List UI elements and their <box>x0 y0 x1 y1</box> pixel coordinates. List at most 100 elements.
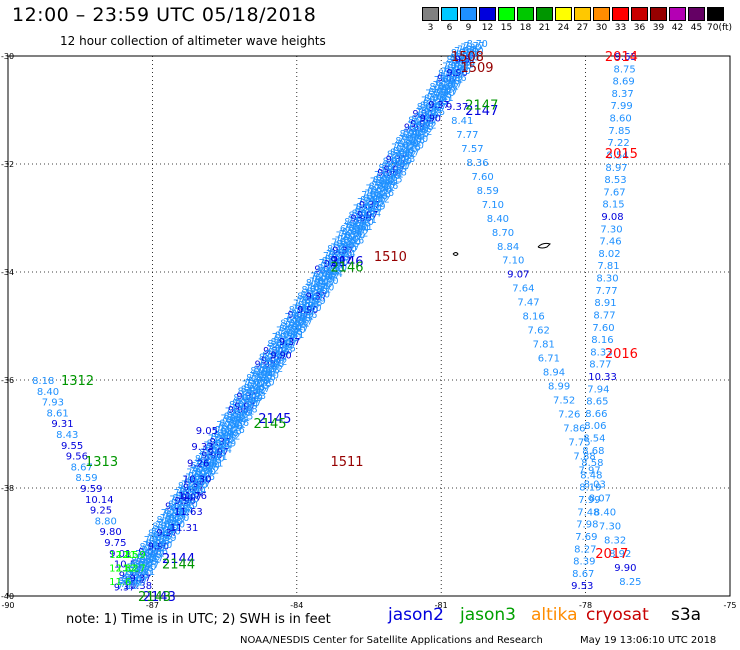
swh-value-label: 7.62 <box>155 520 176 531</box>
swh-value-label: 8.25 <box>424 107 445 118</box>
swh-value-label: 10.14 <box>85 495 114 506</box>
swh-value-label: 8.94 <box>211 445 232 456</box>
swh-value-label: 7.77 <box>394 141 415 152</box>
colorbar-label: 12 <box>481 23 494 33</box>
pass-id-label: 2144 <box>162 552 195 567</box>
swh-value-label: 7.62 <box>225 420 246 431</box>
swh-value-label: 8.32 <box>246 373 267 384</box>
swh-value-label: 7.64 <box>292 303 313 314</box>
swh-value-label: 7.52 <box>203 440 224 451</box>
swh-value-label: 8.70 <box>397 139 418 150</box>
swh-value-label: 8.32 <box>438 81 459 92</box>
swh-value-label: 7.69 <box>575 532 597 543</box>
swh-value-label: 8.07 <box>383 156 404 167</box>
swh-value-label: 8.59 <box>477 186 499 197</box>
swh-value-label: 8.70 <box>126 567 147 578</box>
swh-value-label: 8.70 <box>371 185 392 196</box>
swh-value-label: 12.3 <box>109 564 131 575</box>
swh-value-label: 11.76 <box>178 491 207 502</box>
swh-value-label: 9.33 <box>191 442 213 453</box>
swh-value-label: 7.60 <box>434 75 455 86</box>
swh-value-label: 8.07 <box>207 439 228 450</box>
swh-value-label: 8.36 <box>466 158 488 169</box>
y-tick-label: -36 <box>1 376 14 385</box>
swh-value-label: 7.97 <box>294 307 315 318</box>
swh-value-label: 7.52 <box>273 340 294 351</box>
swh-value-label: 7.64 <box>169 495 190 506</box>
swh-value-label: 7.57 <box>196 462 217 473</box>
swh-value-label: 8.41 <box>459 48 480 59</box>
swh-value-label: 7.10 <box>161 508 182 519</box>
colorbar-swatch <box>498 7 515 21</box>
swh-value-label: 8.40 <box>462 46 483 57</box>
swh-value-label: 7.77 <box>218 423 239 434</box>
swh-value-label: 7.60 <box>354 212 375 223</box>
swh-value-label: 7.10 <box>134 554 155 565</box>
swh-value-label: 7.97 <box>241 398 262 409</box>
swh-value-label: 8.03 <box>421 109 442 120</box>
swh-value-label: 7.77 <box>122 569 143 580</box>
swh-value-label: 7.47 <box>323 251 344 262</box>
swh-value-label: 8.94 <box>264 354 285 365</box>
swh-value-label: 8.25 <box>408 116 429 127</box>
swh-value-label: 7.88 <box>167 505 188 516</box>
swh-value-label: 7.75 <box>232 411 253 422</box>
swh-value-label: 12.5 <box>116 550 138 561</box>
swh-value-label: 7.10 <box>186 481 207 492</box>
swh-value-label: 8.40 <box>37 387 59 398</box>
swh-value-label: 7.30 <box>599 521 621 532</box>
colorbar-swatch <box>555 7 572 21</box>
swh-value-label: 7.52 <box>177 486 198 497</box>
swh-value-label: 8.94 <box>318 263 339 274</box>
pass-id-label: 2146 <box>330 261 363 276</box>
chart-title: 12:00 – 23:59 UTC 05/18/2018 <box>12 4 317 26</box>
swh-value-label: 7.86 <box>185 473 206 484</box>
swh-value-label: 8.40 <box>211 432 232 443</box>
swh-value-label: 7.81 <box>309 276 330 287</box>
swh-value-label: 8.25 <box>355 207 376 218</box>
swh-value-label: 7.81 <box>229 413 250 424</box>
swh-value-label: 9.08 <box>601 212 623 223</box>
swh-value-label: 9.37 <box>130 574 151 585</box>
swh-value-label: 8.59 <box>358 205 379 216</box>
colorbar-label: 15 <box>500 23 513 33</box>
swh-value-label: 7.30 <box>135 562 156 573</box>
pass-id-label: 2143 <box>143 590 176 605</box>
swh-value-label: 8.03 <box>149 537 170 548</box>
swh-value-label: 7.86 <box>281 327 302 338</box>
swh-value-label: 8.07 <box>398 147 419 158</box>
swh-value-label: 7.64 <box>185 486 206 497</box>
swh-value-label: 8.40 <box>131 569 152 580</box>
swh-value-label: 9.37 <box>412 109 433 120</box>
swh-value-label: 8.92 <box>416 120 437 131</box>
swh-value-label: 7.26 <box>304 288 325 299</box>
swh-value-label: 8.03 <box>378 163 399 174</box>
swh-value-label: 7.64 <box>143 540 164 551</box>
swh-value-label: 7.60 <box>380 166 401 177</box>
colorbar-label: 39 <box>652 23 665 33</box>
swh-value-label: 8.59 <box>331 251 352 262</box>
swh-value-label: 9.37 <box>263 346 284 357</box>
swh-value-label: 7.10 <box>144 535 165 546</box>
swh-value-label: 8.40 <box>456 49 477 60</box>
swh-value-label: 8.92 <box>144 548 165 559</box>
swh-value-label: 7.52 <box>353 204 374 215</box>
swh-value-label: 8.40 <box>367 192 388 203</box>
swh-value-label: 7.97 <box>171 498 192 509</box>
legend-item-cryosat: cryosat <box>586 605 649 625</box>
swh-value-label: 6.71 <box>164 506 185 517</box>
swh-value-label: 7.81 <box>202 459 223 470</box>
swh-value-label: 7.57 <box>441 80 462 91</box>
pass-id-label: 1312 <box>61 374 94 389</box>
swh-value-label: 9.37 <box>183 483 204 494</box>
swh-value-label: 7.62 <box>401 137 422 148</box>
swh-value-label: 12.7 <box>124 564 146 575</box>
swh-value-label: 7.47 <box>517 298 539 309</box>
swh-value-label: 8.41 <box>214 430 235 441</box>
swh-value-label: 8.99 <box>364 202 385 213</box>
swh-value-label: 8.18 <box>32 376 54 387</box>
swh-value-label: 7.97 <box>579 465 601 476</box>
swh-value-label: 8.36 <box>323 264 344 275</box>
swh-value-label: 8.99 <box>322 256 343 267</box>
swh-value-label: 10.38 <box>124 581 153 592</box>
